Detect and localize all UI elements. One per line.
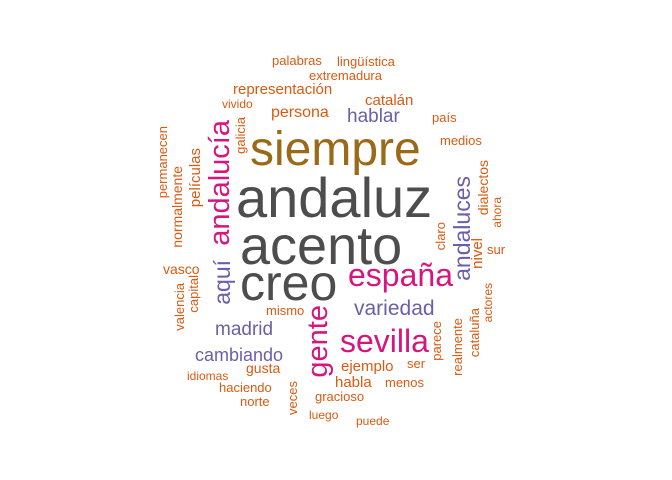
word-hablar: hablar <box>347 106 400 127</box>
word-linguistica: lingüística <box>337 54 395 69</box>
word-persona: persona <box>271 104 329 121</box>
word-creo: creo <box>240 255 338 311</box>
word-nivel: nivel <box>469 238 486 269</box>
word-gente: gente <box>302 305 334 378</box>
word-cataluna: cataluña <box>467 308 482 358</box>
word-realmente: realmente <box>450 318 465 376</box>
word-veces: veces <box>285 381 300 415</box>
word-palabras: palabras <box>272 53 322 68</box>
word-habla: habla <box>335 374 372 391</box>
word-ahora: ahora <box>490 197 504 228</box>
word-parece: parece <box>429 321 444 361</box>
word-representacion: representación <box>233 81 333 98</box>
word-siempre: siempre <box>250 123 421 176</box>
word-sevilla: sevilla <box>340 323 429 359</box>
word-ser: ser <box>407 356 426 371</box>
word-mismo: mismo <box>266 303 305 318</box>
word-andaluz: andaluz <box>236 166 433 229</box>
word-extremadura: extremadura <box>309 68 382 83</box>
word-madrid: madrid <box>215 319 274 340</box>
word-puede: puede <box>356 414 390 428</box>
word-pais: país <box>432 110 457 125</box>
word-menos: menos <box>385 375 425 390</box>
word-claro: claro <box>433 222 448 251</box>
word-aqui: aquí <box>209 260 235 305</box>
word-luego: luego <box>309 408 339 422</box>
word-valencia: valencia <box>172 283 187 331</box>
word-medios: medios <box>440 133 482 148</box>
word-sur: sur <box>487 242 506 257</box>
word-permanecen: permanecen <box>155 126 170 199</box>
word-variedad: variedad <box>354 297 435 320</box>
word-dialectos: dialectos <box>475 160 491 216</box>
word-cambiando: cambiando <box>195 345 284 365</box>
word-ejemplo: ejemplo <box>341 358 394 375</box>
word-normalmente: normalmente <box>169 166 185 248</box>
word-espana: españa <box>348 257 453 293</box>
word-norte: norte <box>240 394 270 409</box>
word-galicia: galicia <box>233 117 248 154</box>
word-catalan: catalán <box>365 92 414 109</box>
word-capital: capital <box>186 275 201 313</box>
word-vivido: vivido <box>222 97 253 111</box>
word-acento: acento <box>240 216 403 276</box>
word-haciendo: haciendo <box>219 380 272 395</box>
word-vasco: vasco <box>163 261 200 277</box>
word-andalucia: andalucía <box>204 120 236 246</box>
word-actores: actores <box>481 283 495 323</box>
word-gusta: gusta <box>246 360 281 376</box>
word-gracioso: gracioso <box>315 389 365 404</box>
word-idiomas: idiomas <box>187 369 229 383</box>
word-peliculas: películas <box>187 148 204 208</box>
